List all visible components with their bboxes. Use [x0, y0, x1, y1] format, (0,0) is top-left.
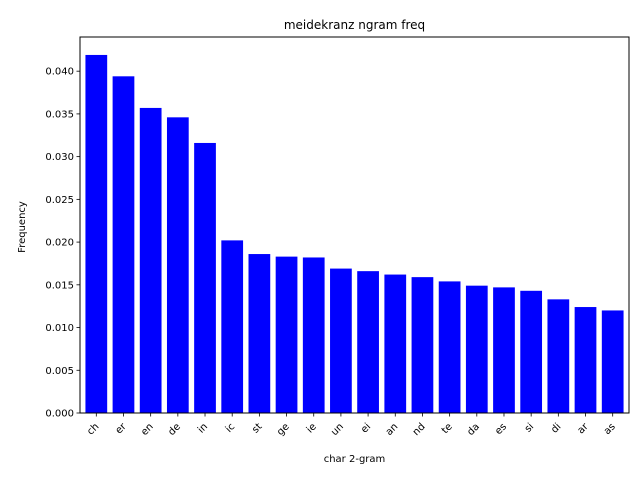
- bar-ie: [302, 257, 325, 413]
- y-tick-label: 0.000: [45, 409, 74, 420]
- bar-in: [194, 142, 216, 413]
- x-tick-label: ie: [305, 421, 319, 435]
- bar-ar: [574, 307, 597, 413]
- x-tick-label: ch: [85, 421, 101, 437]
- x-tick-label: st: [250, 421, 264, 435]
- bar-st: [248, 254, 271, 413]
- x-tick-label: en: [139, 421, 156, 438]
- x-tick-label: as: [602, 421, 618, 437]
- bar-as: [601, 310, 624, 413]
- bar-er: [112, 76, 135, 413]
- x-tick-label: ic: [224, 421, 238, 435]
- x-tick-label: in: [196, 421, 210, 435]
- y-tick-label: 0.040: [45, 67, 74, 78]
- y-tick-label: 0.030: [45, 152, 74, 163]
- y-axis: 0.000 0.005 0.010 0.015 0.020 0.025 0.030 0.035…: [45, 67, 80, 420]
- y-tick-label: 0.025: [45, 195, 74, 206]
- x-tick-label: ei: [359, 421, 373, 435]
- bar-nd: [411, 277, 434, 413]
- bar-ge: [275, 256, 298, 413]
- x-tick-label: nd: [411, 421, 428, 438]
- bar-es: [493, 287, 515, 413]
- bar-en: [139, 107, 162, 414]
- y-tick-label: 0.035: [45, 109, 74, 120]
- x-tick-label: si: [523, 421, 536, 434]
- x-tick-label: te: [440, 421, 455, 436]
- bar-si: [520, 290, 543, 413]
- y-tick-label: 0.005: [45, 366, 74, 377]
- bar-ic: [221, 240, 244, 413]
- x-tick-label: ar: [576, 421, 592, 437]
- y-tick-label: 0.020: [45, 238, 74, 249]
- bars-group: [85, 54, 624, 414]
- x-tick-label: di: [549, 421, 563, 435]
- bar-un: [330, 268, 352, 413]
- plot-frame: [79, 36, 630, 414]
- x-axis: ch er en de in ic st ge ie un ei an nd te da es si di ar as: [85, 413, 618, 438]
- y-tick-label: 0.015: [45, 280, 74, 291]
- bar-da: [465, 285, 488, 413]
- x-tick-label: an: [384, 421, 401, 438]
- x-tick-label: de: [166, 421, 183, 438]
- bar-an: [384, 274, 407, 413]
- bar-de: [166, 117, 189, 413]
- x-axis-label: char 2-gram: [324, 454, 386, 465]
- bar-te: [438, 281, 461, 413]
- bar-ei: [357, 271, 379, 413]
- x-tick-label: un: [329, 421, 346, 438]
- y-tick-label: 0.010: [45, 323, 74, 334]
- bar-ch: [85, 54, 108, 413]
- x-tick-label: es: [493, 421, 509, 437]
- x-tick-label: er: [114, 421, 130, 437]
- chart-title: meidekranz ngram freq: [284, 18, 425, 32]
- bar-di: [547, 299, 570, 413]
- y-axis-label: Frequency: [17, 201, 28, 253]
- x-tick-label: da: [465, 421, 482, 438]
- x-tick-label: ge: [275, 421, 292, 438]
